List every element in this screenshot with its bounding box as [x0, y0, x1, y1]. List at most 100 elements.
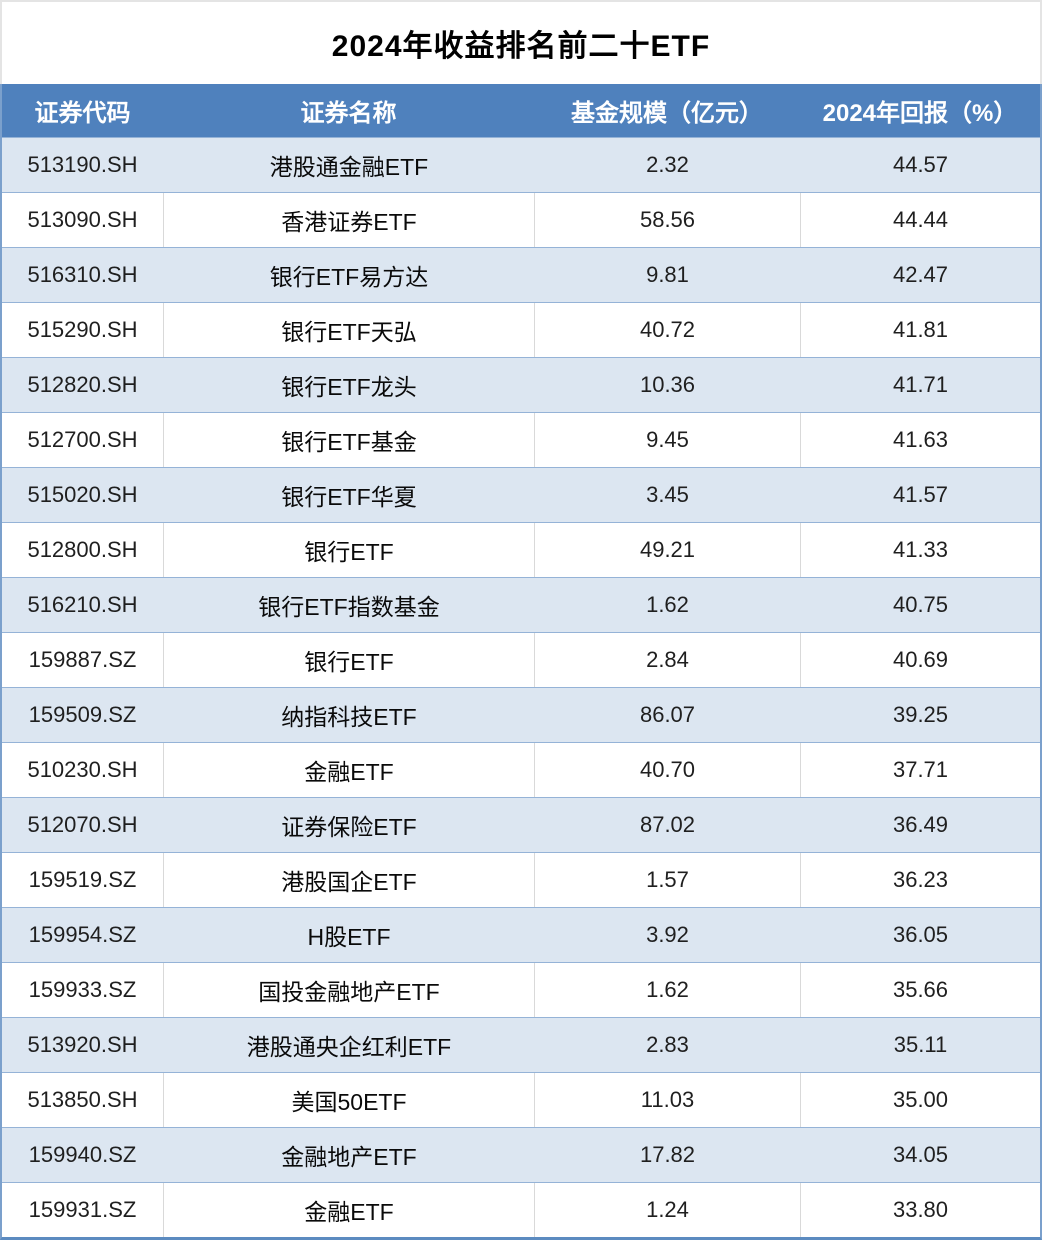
cell-fund-size: 9.45 — [534, 413, 800, 467]
cell-fund-size: 86.07 — [639, 702, 696, 727]
cell-security-code: 516210.SH — [27, 592, 138, 617]
table-row: 159931.SZ 金融ETF 1.24 33.80 — [2, 1182, 1040, 1237]
etf-table: 证券代码 证券名称 基金规模（亿元） 2024年回报（%） 513190.SH … — [0, 84, 1042, 1240]
cell-security-code: 159509.SZ — [28, 702, 137, 727]
cell-fund-size: 10.36 — [639, 372, 696, 397]
cell-return: 36.23 — [800, 853, 1040, 907]
table-row: 512820.SH 银行ETF龙头 10.36 41.71 — [2, 357, 1040, 412]
cell-return: 35.66 — [800, 963, 1040, 1017]
cell-security-name: 证券保险ETF — [281, 814, 417, 840]
cell-security-name: 银行ETF天弘 — [163, 303, 534, 357]
table-row: 513850.SH 美国50ETF 11.03 35.00 — [2, 1072, 1040, 1127]
table-row: 512700.SH 银行ETF基金 9.45 41.63 — [2, 412, 1040, 467]
cell-fund-size: 49.21 — [534, 523, 800, 577]
cell-security-name: H股ETF — [307, 924, 391, 950]
cell-security-code: 513920.SH — [27, 1032, 138, 1057]
cell-return: 36.49 — [892, 812, 949, 837]
cell-security-code: 513190.SH — [27, 152, 138, 177]
cell-fund-size: 17.82 — [639, 1142, 696, 1167]
cell-security-name: 国投金融地产ETF — [163, 963, 534, 1017]
cell-security-name: 银行ETF龙头 — [281, 374, 417, 400]
table-row: 513920.SH 港股通央企红利ETF 2.83 35.11 — [2, 1017, 1040, 1072]
cell-security-code: 513090.SH — [27, 207, 138, 232]
table-row: 515290.SH 银行ETF天弘 40.72 41.81 — [2, 302, 1040, 357]
cell-return: 41.33 — [800, 523, 1040, 577]
cell-security-code: 512820.SH — [27, 372, 138, 397]
cell-security-name: 美国50ETF — [163, 1073, 534, 1127]
cell-fund-size: 40.72 — [534, 303, 800, 357]
cell-fund-size: 1.57 — [534, 853, 800, 907]
cell-fund-size: 3.45 — [646, 482, 689, 507]
cell-security-code: 510230.SH — [27, 757, 138, 782]
cell-security-name: 银行ETF华夏 — [281, 484, 417, 510]
cell-security-name: 金融ETF — [163, 743, 534, 797]
table-row: 159940.SZ 金融地产ETF 17.82 34.05 — [2, 1127, 1040, 1182]
cell-security-name: 银行ETF指数基金 — [258, 594, 440, 620]
cell-security-name: 银行ETF易方达 — [269, 264, 429, 290]
cell-security-name: 香港证券ETF — [163, 193, 534, 247]
page-title: 2024年收益排名前二十ETF — [331, 30, 711, 63]
header-fund-size: 基金规模（亿元） — [571, 100, 763, 127]
cell-return: 40.69 — [800, 633, 1040, 687]
table-body: 513190.SH 港股通金融ETF 2.32 44.57 513090.SH … — [2, 137, 1040, 1237]
cell-fund-size: 11.03 — [534, 1073, 800, 1127]
cell-security-code: 159954.SZ — [28, 922, 137, 947]
cell-fund-size: 1.62 — [534, 963, 800, 1017]
cell-security-name: 港股通金融ETF — [269, 154, 429, 180]
cell-return: 39.25 — [892, 702, 949, 727]
cell-fund-size: 2.84 — [534, 633, 800, 687]
table-row: 515020.SH 银行ETF华夏 3.45 41.57 — [2, 467, 1040, 522]
cell-security-name: 金融地产ETF — [281, 1144, 417, 1170]
cell-security-code: 516310.SH — [27, 262, 138, 287]
cell-return: 33.80 — [800, 1183, 1040, 1237]
table-row: 159887.SZ 银行ETF 2.84 40.69 — [2, 632, 1040, 687]
cell-security-code: 513850.SH — [27, 1087, 138, 1112]
cell-return: 35.00 — [800, 1073, 1040, 1127]
table-row: 159519.SZ 港股国企ETF 1.57 36.23 — [2, 852, 1040, 907]
cell-security-code: 159519.SZ — [28, 867, 137, 892]
cell-return: 42.47 — [892, 262, 949, 287]
cell-fund-size: 87.02 — [639, 812, 696, 837]
cell-fund-size: 3.92 — [646, 922, 689, 947]
cell-fund-size: 2.83 — [646, 1032, 689, 1057]
table-row: 512800.SH 银行ETF 49.21 41.33 — [2, 522, 1040, 577]
header-security-name: 证券名称 — [300, 100, 397, 127]
table-row: 513190.SH 港股通金融ETF 2.32 44.57 — [2, 137, 1040, 192]
table-row: 512070.SH 证券保险ETF 87.02 36.49 — [2, 797, 1040, 852]
cell-fund-size: 1.24 — [534, 1183, 800, 1237]
table-row: 516310.SH 银行ETF易方达 9.81 42.47 — [2, 247, 1040, 302]
title-bar: 2024年收益排名前二十ETF — [0, 0, 1042, 84]
cell-return: 44.44 — [800, 193, 1040, 247]
cell-fund-size: 2.32 — [646, 152, 689, 177]
cell-fund-size: 40.70 — [534, 743, 800, 797]
cell-security-code: 159940.SZ — [28, 1142, 137, 1167]
table-row: 510230.SH 金融ETF 40.70 37.71 — [2, 742, 1040, 797]
cell-return: 41.71 — [892, 372, 949, 397]
cell-security-code: 515290.SH — [27, 317, 138, 342]
cell-security-code: 512800.SH — [27, 537, 138, 562]
cell-security-code: 159887.SZ — [28, 647, 137, 672]
cell-return: 41.57 — [892, 482, 949, 507]
cell-security-name: 金融ETF — [163, 1183, 534, 1237]
cell-security-code: 159931.SZ — [28, 1197, 137, 1222]
cell-return: 41.81 — [800, 303, 1040, 357]
table-header-row: 证券代码 证券名称 基金规模（亿元） 2024年回报（%） — [2, 84, 1040, 137]
table-row: 159933.SZ 国投金融地产ETF 1.62 35.66 — [2, 962, 1040, 1017]
cell-security-name: 银行ETF基金 — [163, 413, 534, 467]
cell-security-code: 512070.SH — [27, 812, 138, 837]
cell-return: 37.71 — [800, 743, 1040, 797]
cell-security-name: 银行ETF — [163, 523, 534, 577]
cell-security-code: 512700.SH — [27, 427, 138, 452]
table-row: 513090.SH 香港证券ETF 58.56 44.44 — [2, 192, 1040, 247]
table-row: 516210.SH 银行ETF指数基金 1.62 40.75 — [2, 577, 1040, 632]
table-row: 159509.SZ 纳指科技ETF 86.07 39.25 — [2, 687, 1040, 742]
cell-fund-size: 9.81 — [646, 262, 689, 287]
header-2024-return: 2024年回报（%） — [822, 100, 1018, 127]
cell-return: 40.75 — [892, 592, 949, 617]
cell-return: 34.05 — [892, 1142, 949, 1167]
cell-security-code: 159933.SZ — [28, 977, 137, 1002]
cell-security-name: 港股国企ETF — [163, 853, 534, 907]
cell-fund-size: 58.56 — [534, 193, 800, 247]
cell-fund-size: 1.62 — [646, 592, 689, 617]
cell-security-name: 港股通央企红利ETF — [246, 1034, 452, 1060]
